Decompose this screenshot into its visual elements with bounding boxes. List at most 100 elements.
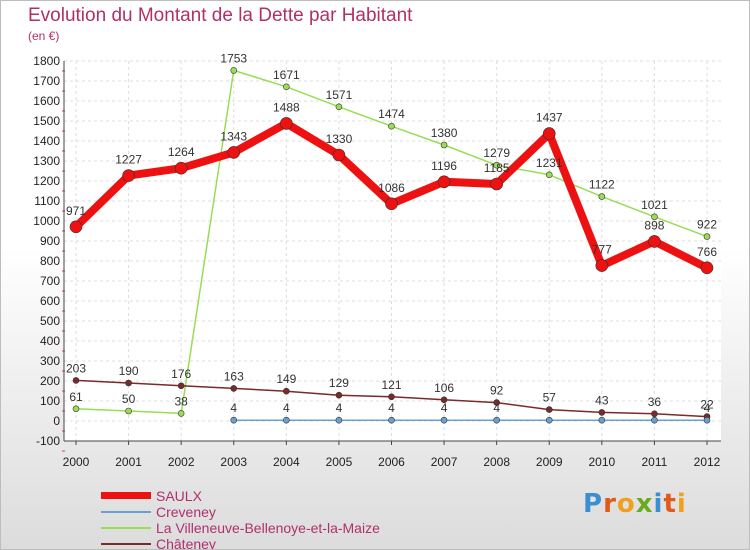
y-tick-label: 1800 [33,54,60,68]
legend-label-creveney: Creveney [156,504,216,520]
data-point-1 [335,416,343,424]
x-tick-label: 2004 [273,455,300,469]
data-point-3 [440,396,448,404]
y-tick-label: 1200 [33,174,60,188]
x-tick-label: 2008 [483,455,510,469]
y-tick-label: 1600 [33,94,60,108]
data-point-0 [700,261,714,275]
logo-letter: r [603,489,617,519]
data-point-3 [230,385,238,392]
y-tick-label: 300 [40,354,60,368]
x-tick-label: 2012 [694,455,721,469]
data-point-2 [72,405,80,413]
data-point-1 [651,416,658,424]
data-label-3: 176 [171,367,191,381]
data-point-1 [598,416,606,424]
legend-swatch-creveney [101,511,151,513]
data-label-2: 1474 [378,107,405,121]
legend-label-la-villeneuve: La Villeneuve-Bellenoye-et-la-Maize [156,520,380,536]
data-label-0: 1196 [431,159,457,173]
x-tick-label: 2001 [115,455,142,469]
y-tick-label: 100 [40,394,60,408]
data-label-0: 1488 [273,100,300,114]
data-label-0: 898 [644,218,664,232]
data-label-0: 1086 [378,181,405,195]
data-point-2 [177,410,185,417]
y-tick-label: 0 [53,414,60,428]
data-label-2: 61 [69,390,83,404]
y-tick-label: 400 [40,334,60,348]
proxiti-logo: Proxiti [583,489,687,519]
data-label-2: 922 [697,218,717,232]
logo-letter: i [653,489,664,519]
data-point-0 [542,127,556,140]
x-tick-label: 2005 [326,455,353,469]
chart-title: Evolution du Montant de la Dette par Hab… [28,5,413,26]
data-point-1 [388,416,395,424]
data-point-1 [703,416,711,424]
data-label-1: 4 [441,401,448,415]
data-label-3: 92 [490,384,504,398]
chart-subtitle: (en €) [28,29,60,43]
y-tick-label: 1700 [33,74,60,88]
data-point-0 [227,146,241,159]
data-point-1 [283,416,290,424]
data-point-3 [388,393,395,401]
y-tick-label: 700 [40,274,60,288]
data-label-2: 1753 [220,51,247,65]
data-label-2: 1279 [483,146,510,160]
data-point-2 [598,193,606,200]
data-point-3 [651,410,658,418]
x-tick-label: 2003 [220,455,247,469]
data-point-2 [440,141,448,149]
x-tick-label: 2007 [431,455,458,469]
data-label-1: 4 [493,401,500,415]
x-tick-label: 2010 [588,455,615,469]
legend-swatch-la-villeneuve [101,527,151,529]
x-tick-label: 2000 [63,455,90,469]
data-label-3: 106 [434,381,454,395]
data-point-0 [385,197,398,211]
data-label-0: 766 [697,245,717,259]
data-label-3: 57 [543,391,557,405]
data-point-1 [230,416,238,424]
data-point-3 [598,409,606,416]
data-point-2 [230,67,238,74]
data-point-0 [174,161,188,175]
data-point-2 [335,103,343,111]
data-point-0 [490,177,503,191]
data-label-2: 38 [174,394,188,408]
data-point-0 [648,235,661,248]
data-label-1: 4 [388,401,395,415]
y-tick-label: 900 [40,234,60,248]
data-label-1: 4 [336,401,343,415]
y-tick-label: -100 [36,434,60,448]
y-tick-label: 800 [40,254,60,268]
data-point-2 [493,161,500,169]
data-label-3: 163 [224,369,244,383]
data-point-0 [280,117,293,130]
data-point-0 [595,259,609,272]
data-label-0: 971 [66,204,86,218]
data-label-0: 777 [592,243,612,257]
data-label-2: 1231 [536,156,563,170]
data-label-1: 4 [704,401,711,415]
data-label-2: 1571 [326,88,353,102]
y-tick-label: 600 [40,294,60,308]
data-point-2 [125,407,132,415]
legend-label-saulx: SAULX [156,488,202,504]
data-point-2 [283,83,290,91]
data-label-0: 1264 [168,145,195,159]
x-tick-label: 2009 [536,455,563,469]
data-point-0 [122,169,135,182]
y-tick-label: 1300 [33,154,60,168]
data-label-1: 4 [230,401,237,415]
data-point-0 [437,175,451,189]
data-point-3 [545,406,553,413]
data-point-3 [177,382,185,390]
logo-letter: P [583,489,604,519]
data-point-1 [545,416,553,424]
logo-letter: x [635,489,654,519]
